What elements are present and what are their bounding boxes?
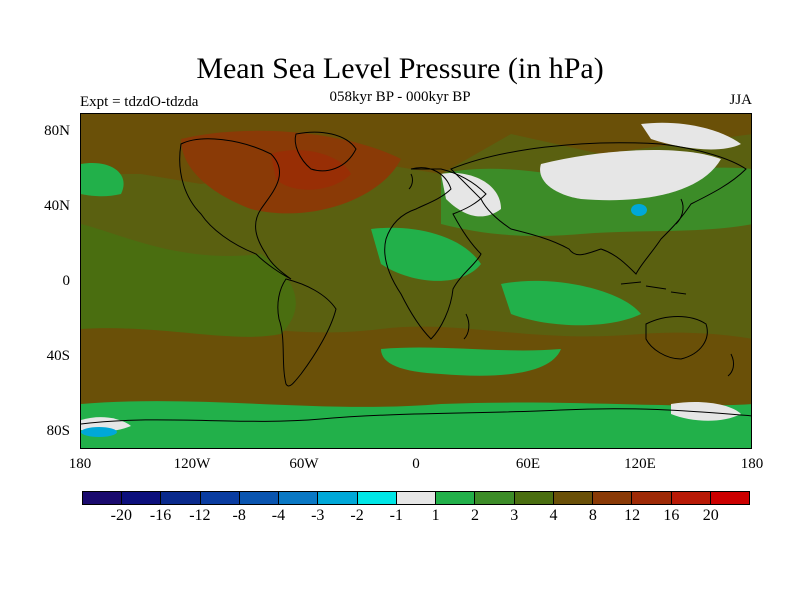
coastline-new-zealand — [727, 353, 735, 377]
colorbar-label: 2 — [470, 507, 479, 524]
coastline-asia — [450, 142, 747, 275]
colorbar-swatch-5 — [279, 492, 319, 504]
colorbar-label: -8 — [232, 507, 246, 524]
colorbar-swatch-12 — [553, 492, 594, 504]
coastline-japan — [675, 198, 684, 225]
colorbar — [82, 491, 750, 505]
field-region-south-atlantic-green — [381, 347, 561, 376]
field-region-antarctic-green — [81, 401, 751, 448]
field-region-siberia-neutral — [540, 149, 721, 201]
field-region-pacific-green-left — [81, 163, 124, 197]
coastline-south-america — [277, 278, 337, 387]
coastline-uk — [408, 173, 413, 190]
colorbar-swatch-3 — [200, 492, 240, 504]
colorbar-swatch-13 — [593, 492, 633, 504]
field-region-greenland-peak — [271, 150, 351, 190]
colorbar-label: 4 — [549, 507, 558, 524]
field-region-ross-sea-negative — [81, 427, 117, 437]
colorbar-swatch-9 — [436, 492, 476, 504]
coastline-antarctica — [81, 408, 751, 425]
colorbar-label: -16 — [149, 507, 172, 524]
pressure-anomaly-map — [81, 114, 751, 448]
colorbar-label: 20 — [702, 507, 719, 524]
colorbar-swatch-15 — [671, 492, 711, 504]
field-region-africa-green — [371, 227, 481, 281]
colorbar-swatch-4 — [239, 492, 280, 504]
field-region-tibet-negative — [631, 204, 647, 216]
map-plot-area — [80, 113, 752, 449]
colorbar-label: -2 — [350, 507, 364, 524]
lat-label-40s: 40S — [46, 348, 70, 364]
colorbar-label: -1 — [389, 507, 403, 524]
colorbar-swatch-1 — [122, 492, 162, 504]
colorbar-swatch-0 — [83, 492, 123, 504]
lon-label-120w: 120W — [173, 456, 211, 472]
lon-label-60w: 60W — [289, 456, 319, 472]
coastline-europe-africa — [384, 167, 487, 340]
coastline-greenland — [294, 131, 357, 172]
field-region-indian-ocean-green — [501, 280, 641, 326]
colorbar-label: 12 — [624, 507, 641, 524]
colorbar-label: 1 — [431, 507, 440, 524]
lon-label-180e: 180 — [740, 456, 764, 472]
lon-label-60e: 60E — [515, 456, 541, 472]
coastline-madagascar — [463, 313, 470, 340]
lat-label-eq: 0 — [62, 273, 71, 289]
colorbar-label: 8 — [588, 507, 597, 524]
lon-label-180w: 180 — [68, 456, 92, 472]
season-label: JJA — [729, 92, 752, 108]
coastline-north-america — [179, 138, 292, 280]
field-region-pacific-dark-green — [81, 224, 296, 337]
colorbar-label: -3 — [311, 507, 325, 524]
lat-label-80s: 80S — [46, 423, 70, 439]
lon-label-0: 0 — [412, 456, 420, 472]
colorbar-swatch-8 — [396, 492, 437, 504]
lat-label-80n: 80N — [44, 123, 70, 139]
colorbar-swatch-10 — [475, 492, 515, 504]
colorbar-swatch-6 — [318, 492, 358, 504]
coastline-australia — [645, 316, 708, 360]
lat-label-40n: 40N — [44, 198, 70, 214]
colorbar-swatch-14 — [632, 492, 672, 504]
chart-title: Mean Sea Level Pressure (in hPa) — [196, 52, 604, 85]
colorbar-label: -20 — [110, 507, 132, 524]
colorbar-label: 16 — [663, 507, 680, 524]
field-region-arctic-neutral — [641, 122, 741, 150]
coastlines — [81, 131, 751, 425]
chart-subtitle: 058kyr BP - 000kyr BP — [329, 89, 471, 105]
colorbar-swatch-2 — [161, 492, 201, 504]
lon-label-120e: 120E — [624, 456, 656, 472]
colorbar-swatch-16 — [710, 492, 749, 504]
field-region-arabia-neutral — [441, 173, 501, 217]
field-region-antarctic-neutral-right — [671, 402, 741, 421]
experiment-label: Expt = tdzdO-tdzda — [80, 94, 199, 110]
coastline-indonesia — [620, 281, 687, 295]
colorbar-label: -4 — [271, 507, 286, 524]
colorbar-swatch-11 — [514, 492, 554, 504]
colorbar-label: 3 — [510, 507, 519, 524]
colorbar-label: -12 — [189, 507, 211, 524]
colorbar-swatch-7 — [357, 492, 397, 504]
